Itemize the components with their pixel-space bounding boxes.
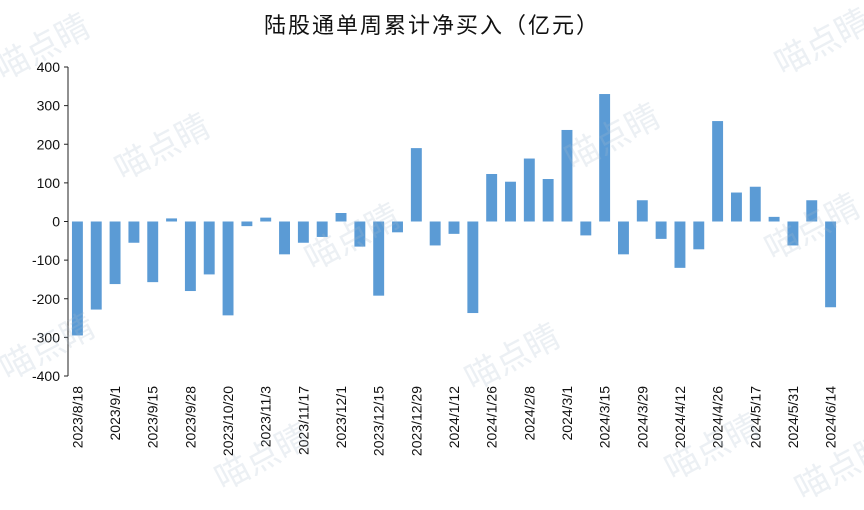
bar [561,129,573,222]
bar [825,221,837,308]
bar [241,221,253,227]
y-tick-label: 0 [52,214,60,230]
x-tick-label: 2024/1/12 [446,386,462,448]
bar [787,221,799,246]
y-tick-label: 300 [37,98,61,114]
bar [335,213,347,222]
x-tick-label: 2024/3/15 [597,386,613,448]
bar [618,221,629,255]
x-tick-label: 2023/9/1 [107,386,123,441]
x-tick-label: 2024/1/26 [484,386,500,448]
bar [166,218,178,222]
bar [655,221,667,239]
x-tick-label: 2023/10/20 [220,386,236,456]
x-tick-label: 2024/5/31 [785,386,801,448]
bar [467,221,479,314]
y-tick-label: 200 [37,136,61,152]
y-axis: 400 300 200 100 0 -100 -200 -300 -400 [32,59,69,384]
bar [373,221,385,296]
bar [184,221,196,292]
bar [768,216,780,222]
x-tick-label: 2024/4/26 [710,386,726,448]
bar [297,221,309,243]
bar [203,221,215,275]
bar [806,200,818,222]
x-tick-label: 2024/2/8 [521,386,537,441]
x-tick-label: 2023/9/15 [145,386,161,448]
bar [128,221,140,243]
bar [316,221,328,237]
bar [448,221,460,234]
x-tick-label: 2023/8/18 [69,386,85,448]
x-tick-label: 2023/11/17 [295,386,311,455]
bar [109,221,121,285]
y-tick-label: -200 [32,291,60,307]
bar [599,94,611,222]
y-tick-label: -100 [32,252,60,268]
bar [429,221,441,246]
y-tick-label: -400 [32,368,60,384]
bar [410,148,422,222]
x-tick-label: 2023/12/15 [371,386,387,456]
bar [712,121,724,222]
bar [279,221,290,255]
x-tick-label: 2023/12/1 [333,386,349,448]
x-tick-label: 2024/5/17 [747,386,763,448]
x-tick-label: 2024/4/12 [672,386,688,448]
x-tick-label: 2023/11/3 [258,386,274,447]
bar [90,221,102,310]
bar [580,221,592,236]
bar [354,221,366,247]
bar [749,186,761,222]
x-tick-label: 2023/9/28 [182,386,198,448]
bar [523,158,535,222]
x-tick-label: 2024/3/29 [634,386,650,448]
bar [392,221,403,233]
bar [636,200,648,222]
x-axis: 2023/8/18 2023/9/1 2023/9/15 2023/9/28 2023/… [69,386,838,456]
bar [486,173,498,222]
y-tick-label: 400 [37,59,61,75]
bar [71,221,83,336]
x-tick-label: 2024/6/14 [823,386,839,448]
bar [730,192,742,222]
bar [693,221,705,250]
bar [147,221,159,283]
x-tick-label: 2024/3/1 [559,386,575,441]
bars-group [71,94,837,336]
bar [505,181,516,222]
bar [674,221,686,268]
y-tick-label: -300 [32,329,60,345]
bar [542,179,554,222]
chart-title: 陆股通单周累计净买入（亿元） [263,14,600,39]
x-tick-label: 2023/12/29 [408,386,424,456]
y-tick-label: 100 [37,175,61,191]
bar [222,221,234,316]
bar [260,217,272,222]
